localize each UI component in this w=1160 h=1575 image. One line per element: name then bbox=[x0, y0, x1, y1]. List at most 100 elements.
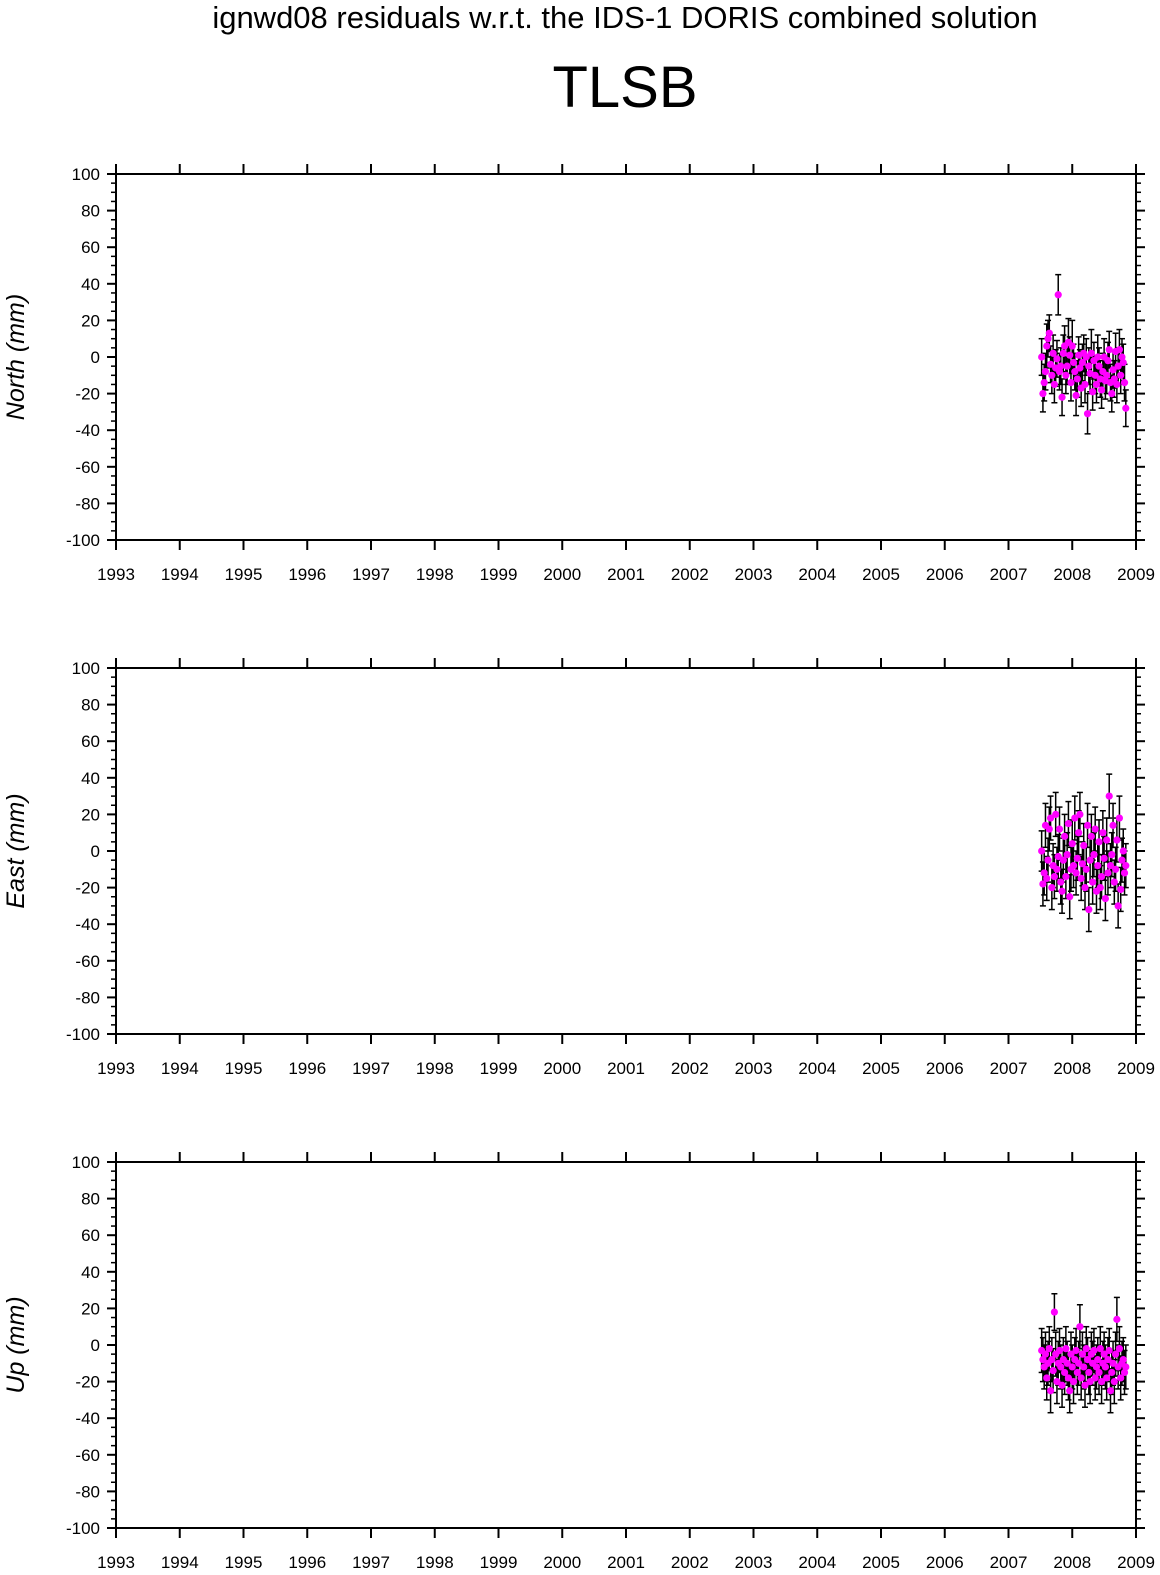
up-y-axis-label: Up (mm) bbox=[2, 1296, 30, 1393]
north-data-point bbox=[1103, 371, 1111, 379]
east-data-point bbox=[1076, 810, 1084, 819]
east-y-tick-label: 40 bbox=[81, 769, 100, 788]
north-data-point bbox=[1115, 346, 1124, 354]
up-y-tick-label: 20 bbox=[81, 1299, 100, 1318]
north-y-axis-label: North (mm) bbox=[2, 294, 30, 420]
up-y-tick-label: 80 bbox=[81, 1190, 100, 1209]
up-data-point bbox=[1092, 1363, 1101, 1371]
north-y-tick-label: -20 bbox=[75, 385, 100, 404]
east-data-point bbox=[1046, 814, 1055, 822]
up-data-point bbox=[1069, 1378, 1078, 1386]
up-data-point bbox=[1086, 1378, 1094, 1386]
north-x-tick-label: 1995 bbox=[225, 565, 263, 584]
up-x-tick-label: 1995 bbox=[225, 1553, 263, 1572]
up-data-point bbox=[1104, 1356, 1112, 1364]
up-data-point bbox=[1049, 1367, 1057, 1375]
east-x-tick-label: 2002 bbox=[671, 1059, 709, 1078]
east-data-point bbox=[1094, 862, 1102, 870]
east-data-point bbox=[1078, 860, 1087, 868]
east-data-point bbox=[1043, 874, 1051, 883]
up-data-point bbox=[1066, 1387, 1074, 1395]
up-data-point bbox=[1109, 1359, 1117, 1367]
north-data-point bbox=[1066, 351, 1074, 359]
east-x-tick-label: 2006 bbox=[926, 1059, 964, 1078]
east-data-point bbox=[1110, 878, 1118, 886]
east-data-point bbox=[1072, 869, 1080, 877]
up-y-tick-label: -100 bbox=[66, 1519, 100, 1538]
east-data-point bbox=[1122, 862, 1130, 870]
up-x-tick-label: 1996 bbox=[288, 1553, 326, 1572]
east-data-point bbox=[1082, 865, 1090, 873]
north-data-point bbox=[1118, 353, 1126, 361]
up-data-point bbox=[1067, 1350, 1075, 1358]
up-x-tick-label: 2009 bbox=[1117, 1553, 1155, 1572]
up-data-point bbox=[1043, 1374, 1051, 1382]
up-x-tick-label: 1994 bbox=[161, 1553, 199, 1572]
north-data-point bbox=[1041, 368, 1050, 376]
up-data-point bbox=[1085, 1368, 1093, 1377]
up-data-point bbox=[1112, 1350, 1120, 1358]
north-data-point bbox=[1058, 393, 1066, 401]
north-y-tick-label: -60 bbox=[75, 458, 100, 477]
up-x-tick-label: 2007 bbox=[990, 1553, 1028, 1572]
east-data-point bbox=[1101, 894, 1109, 903]
east-data-point bbox=[1063, 851, 1071, 859]
north-data-point bbox=[1081, 380, 1089, 389]
north-x-tick-label: 1993 bbox=[97, 565, 135, 584]
east-data-point bbox=[1090, 851, 1098, 859]
north-data-point bbox=[1094, 353, 1102, 361]
north-data-point bbox=[1069, 358, 1078, 367]
north-data-point bbox=[1068, 342, 1076, 350]
up-y-tick-label: -40 bbox=[75, 1409, 100, 1428]
north-x-tick-label: 1999 bbox=[480, 565, 518, 584]
up-data-point bbox=[1090, 1346, 1098, 1355]
north-data-point bbox=[1095, 362, 1103, 370]
north-x-tick-label: 1994 bbox=[161, 565, 199, 584]
north-data-point bbox=[1072, 391, 1080, 400]
east-x-tick-label: 2007 bbox=[990, 1059, 1028, 1078]
east-data-point bbox=[1054, 852, 1062, 861]
up-data-point bbox=[1095, 1368, 1103, 1377]
up-x-tick-label: 1997 bbox=[352, 1553, 390, 1572]
up-x-tick-label: 2000 bbox=[543, 1553, 581, 1572]
east-data-point bbox=[1109, 821, 1117, 829]
north-data-point bbox=[1083, 410, 1092, 418]
east-x-tick-label: 1995 bbox=[225, 1059, 263, 1078]
east-x-tick-label: 1999 bbox=[480, 1059, 518, 1078]
east-data-point bbox=[1106, 862, 1115, 870]
north-data-point bbox=[1104, 357, 1112, 365]
up-data-point bbox=[1039, 1356, 1047, 1364]
up-x-tick-label: 2003 bbox=[735, 1553, 773, 1572]
east-data-point bbox=[1057, 878, 1065, 886]
north-data-point bbox=[1119, 358, 1127, 367]
up-data-point bbox=[1083, 1356, 1092, 1364]
east-data-point bbox=[1055, 825, 1064, 833]
east-data-point bbox=[1103, 836, 1111, 844]
east-data-point bbox=[1080, 841, 1088, 850]
east-data-point bbox=[1053, 865, 1061, 873]
north-plot-frame bbox=[115, 173, 1137, 541]
north-data-point bbox=[1078, 358, 1087, 367]
north-x-tick-label: 2003 bbox=[735, 565, 773, 584]
up-x-tick-label: 2005 bbox=[862, 1553, 900, 1572]
east-data-point bbox=[1048, 884, 1056, 892]
north-data-point bbox=[1109, 366, 1117, 374]
north-y-tick-label: -40 bbox=[75, 421, 100, 440]
east-data-point bbox=[1095, 838, 1103, 846]
north-y-tick-label: 100 bbox=[72, 165, 100, 184]
north-data-point bbox=[1054, 291, 1062, 299]
north-data-point bbox=[1063, 362, 1071, 370]
east-data-point bbox=[1040, 869, 1048, 877]
east-x-tick-label: 2001 bbox=[607, 1059, 645, 1078]
north-data-point bbox=[1082, 353, 1090, 361]
north-y-tick-label: -100 bbox=[66, 531, 100, 550]
north-data-point bbox=[1057, 362, 1065, 370]
up-data-point bbox=[1068, 1363, 1076, 1371]
panel-up: 1993 1994 1995 1996 1997 1998 1999 2000 2001 2002… bbox=[2, 1152, 1155, 1572]
up-x-tick-label: 1999 bbox=[480, 1553, 518, 1572]
north-y-tick-label: 80 bbox=[81, 202, 100, 221]
up-data-point bbox=[1113, 1315, 1121, 1323]
east-data-point bbox=[1117, 885, 1125, 894]
east-x-tick-label: 2005 bbox=[862, 1059, 900, 1078]
north-data-point bbox=[1044, 335, 1052, 343]
